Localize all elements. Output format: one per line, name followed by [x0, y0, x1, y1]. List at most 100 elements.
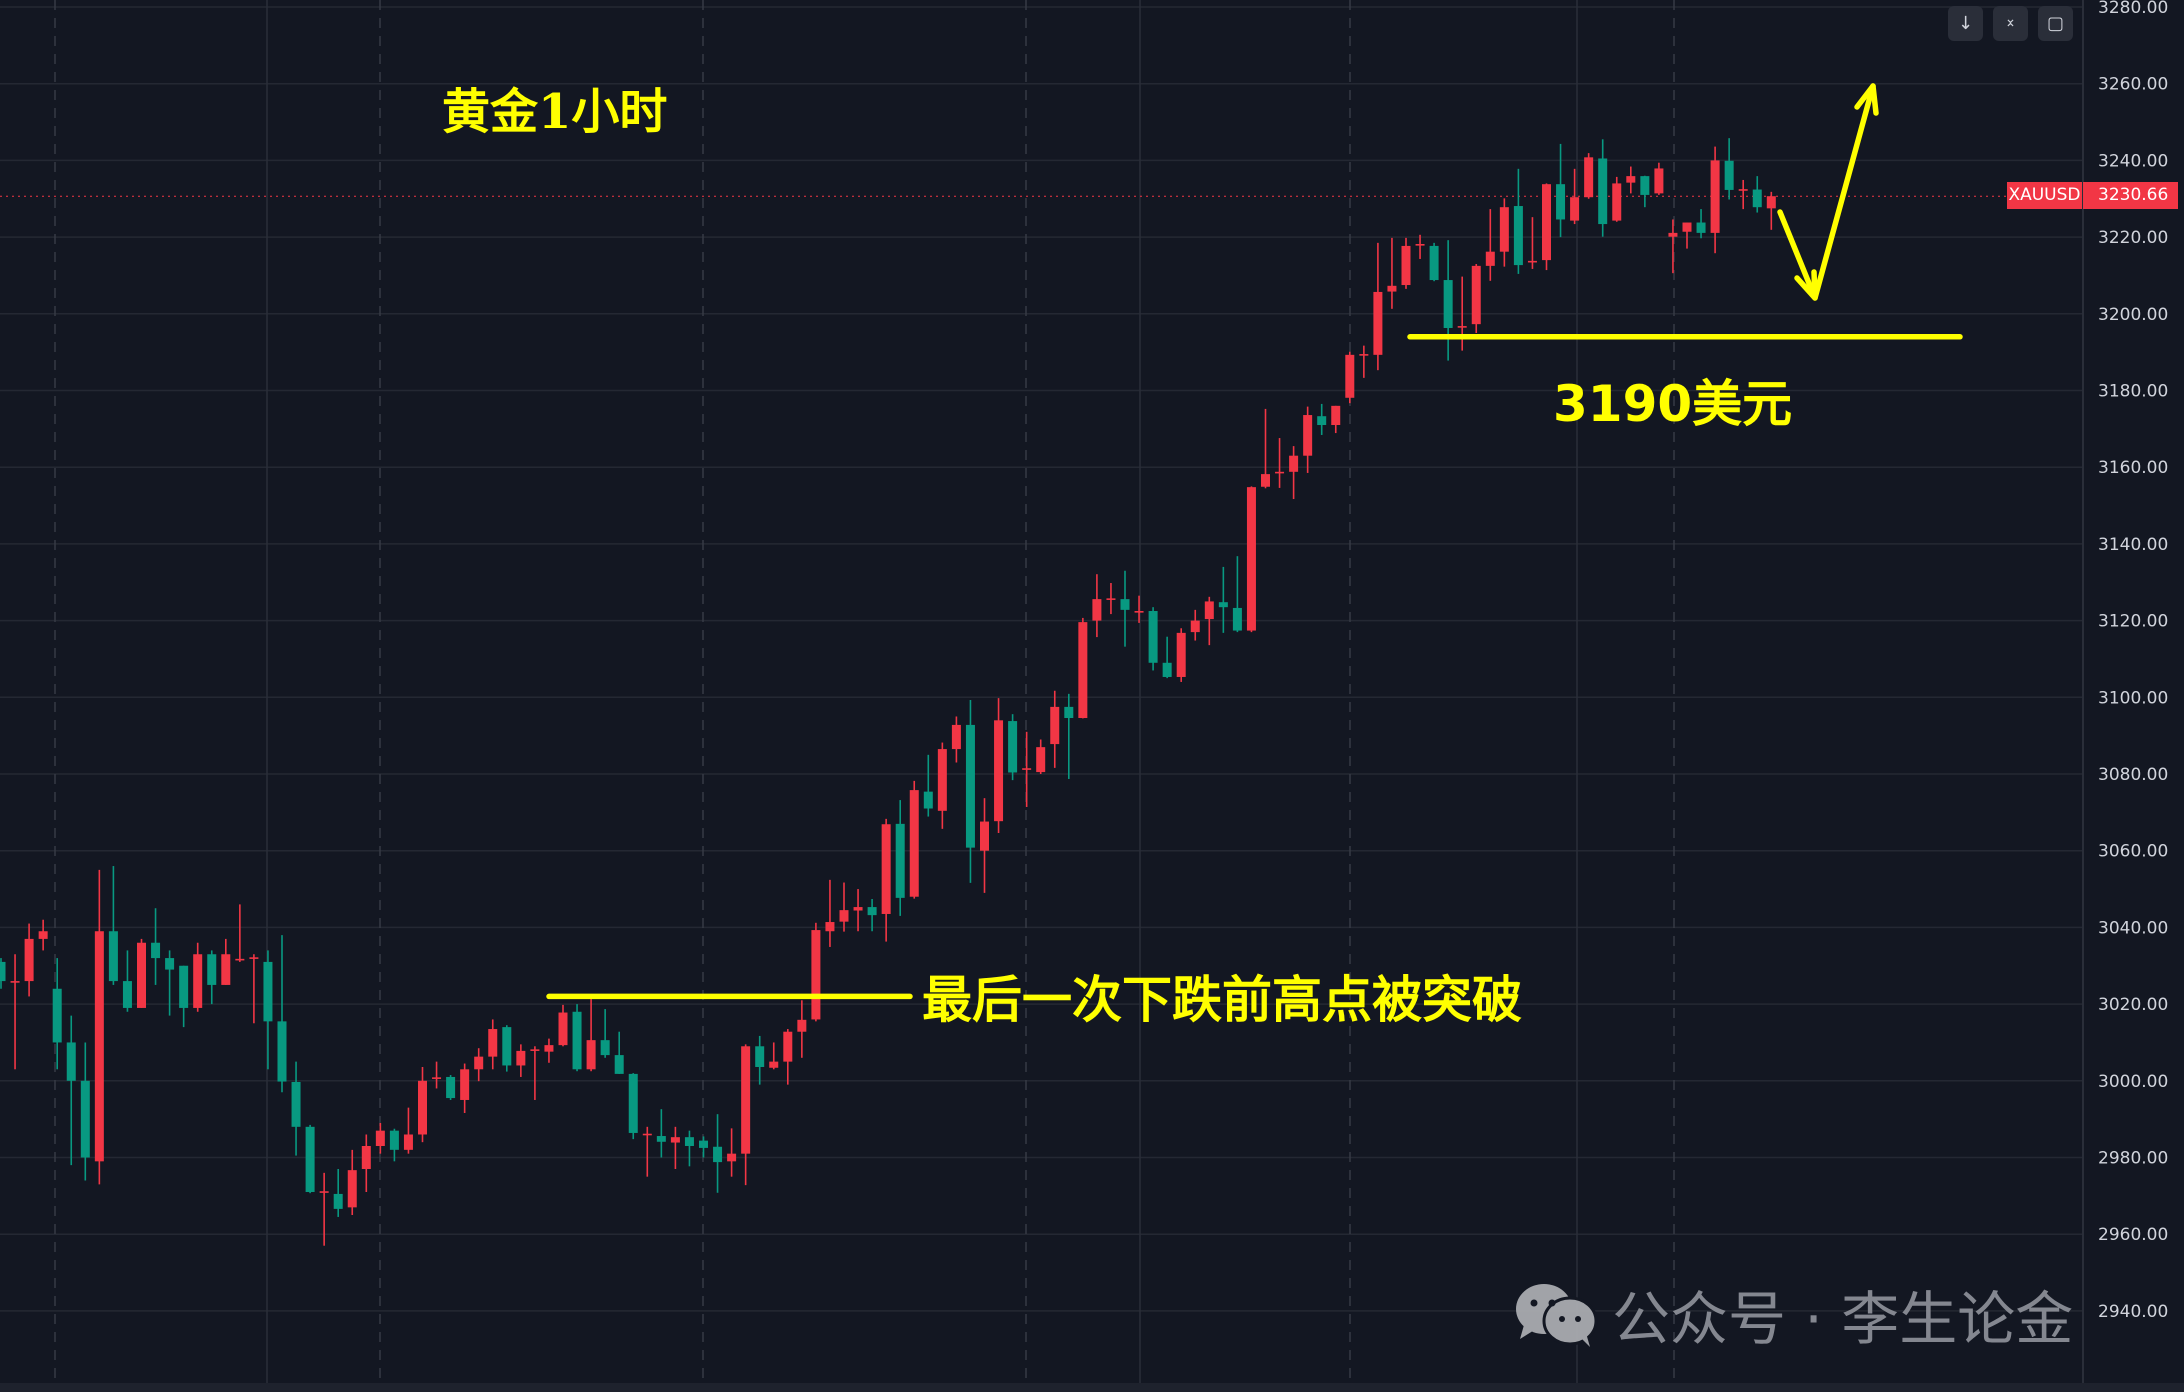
candle-body: [165, 958, 175, 970]
candle-body: [783, 1031, 793, 1062]
candle: [0, 958, 6, 989]
candle-body: [1008, 721, 1018, 773]
candle: [656, 1109, 666, 1158]
y-tick-label: 3080.00: [2098, 765, 2168, 785]
candle-body: [333, 1193, 343, 1209]
candle: [1176, 628, 1186, 682]
candle-body: [1050, 706, 1060, 745]
candle: [389, 1128, 399, 1162]
candle-body: [1570, 197, 1580, 221]
collapse-icon: ⌄ ⌃: [2004, 10, 2017, 37]
candle: [1359, 345, 1369, 378]
candle-body: [1598, 158, 1608, 225]
candle: [361, 1134, 371, 1193]
candle-body: [361, 1145, 371, 1170]
candle-body: [1682, 222, 1692, 232]
candle: [741, 1044, 751, 1186]
candle: [1331, 405, 1341, 434]
candle-body: [1696, 222, 1706, 233]
candle: [52, 958, 62, 1070]
candle-body: [80, 1080, 90, 1158]
candle-body: [1373, 291, 1383, 355]
candle: [432, 1061, 442, 1089]
candle: [516, 1044, 526, 1077]
fullscreen-button[interactable]: ▢: [2038, 6, 2073, 41]
candle: [1078, 617, 1088, 719]
y-tick-label: 3180.00: [2098, 382, 2168, 402]
y-tick-label: 3140.00: [2098, 535, 2168, 555]
candle: [586, 994, 596, 1072]
candle-body: [375, 1130, 385, 1146]
candle: [38, 919, 48, 951]
candle-body: [460, 1069, 470, 1100]
chart-annotation-title: 黄金1小时: [442, 84, 668, 140]
candle: [1218, 566, 1228, 633]
candle-body: [151, 942, 161, 959]
fullscreen-icon: ▢: [2046, 13, 2064, 34]
candle: [572, 1004, 582, 1072]
candle-body: [628, 1073, 638, 1133]
candle: [1246, 486, 1256, 633]
candle-body: [488, 1029, 498, 1057]
candle: [474, 1048, 484, 1082]
y-tick-label: 3280.00: [2098, 0, 2168, 18]
candle: [867, 899, 877, 932]
candle: [403, 1107, 413, 1154]
candle-body: [951, 724, 961, 750]
candle-body: [1766, 196, 1776, 209]
candle: [1429, 242, 1439, 282]
candle: [1499, 198, 1509, 267]
y-tick-label: 3200.00: [2098, 305, 2168, 325]
candle-body: [179, 965, 189, 1008]
candle: [544, 1038, 554, 1063]
candle-body: [1542, 184, 1551, 261]
candle-body: [1485, 251, 1495, 266]
candle: [1612, 176, 1622, 222]
candle: [1373, 242, 1383, 371]
candle-body: [1303, 415, 1313, 456]
candle: [80, 1042, 90, 1181]
y-tick-label: 3040.00: [2098, 918, 2168, 938]
scroll-down-button[interactable]: ↓: [1948, 6, 1983, 41]
candle-body: [1429, 245, 1439, 281]
candle-body: [418, 1080, 427, 1135]
candle: [10, 954, 20, 1070]
candle: [699, 1136, 708, 1158]
candle-body: [980, 821, 989, 851]
candle: [1682, 222, 1692, 249]
candle: [755, 1035, 765, 1085]
candle: [1303, 406, 1313, 473]
y-tick-label: 3120.00: [2098, 612, 2168, 632]
candle: [1738, 179, 1748, 210]
candle: [446, 1075, 456, 1100]
candle: [291, 1061, 301, 1156]
candle-body: [825, 922, 835, 932]
candle: [1696, 209, 1706, 239]
candle: [1724, 138, 1734, 200]
candle-body: [1443, 280, 1453, 328]
candle: [1261, 408, 1270, 489]
candle-body: [713, 1146, 723, 1163]
candle-body: [1246, 487, 1256, 631]
candle-body: [347, 1170, 357, 1208]
candle-body: [1345, 354, 1355, 398]
y-tick-label: 3240.00: [2098, 151, 2168, 171]
candle-body: [642, 1133, 652, 1136]
candle-body: [1401, 245, 1411, 286]
candle-body: [1148, 611, 1158, 663]
candle-body: [1457, 326, 1467, 328]
candle: [783, 1029, 793, 1085]
last-price-label: 3230.66: [2083, 182, 2178, 209]
candle: [249, 954, 259, 1024]
candle-body: [108, 931, 118, 982]
candle: [460, 1063, 470, 1114]
arrow-down-icon: ↓: [1957, 13, 1974, 34]
candle-body: [291, 1081, 301, 1127]
candle: [642, 1126, 652, 1177]
candle-body: [1064, 706, 1074, 719]
candle-body: [755, 1046, 765, 1067]
collapse-button[interactable]: ⌄ ⌃: [1993, 6, 2028, 41]
candle: [165, 950, 175, 1016]
candle: [1120, 570, 1130, 647]
